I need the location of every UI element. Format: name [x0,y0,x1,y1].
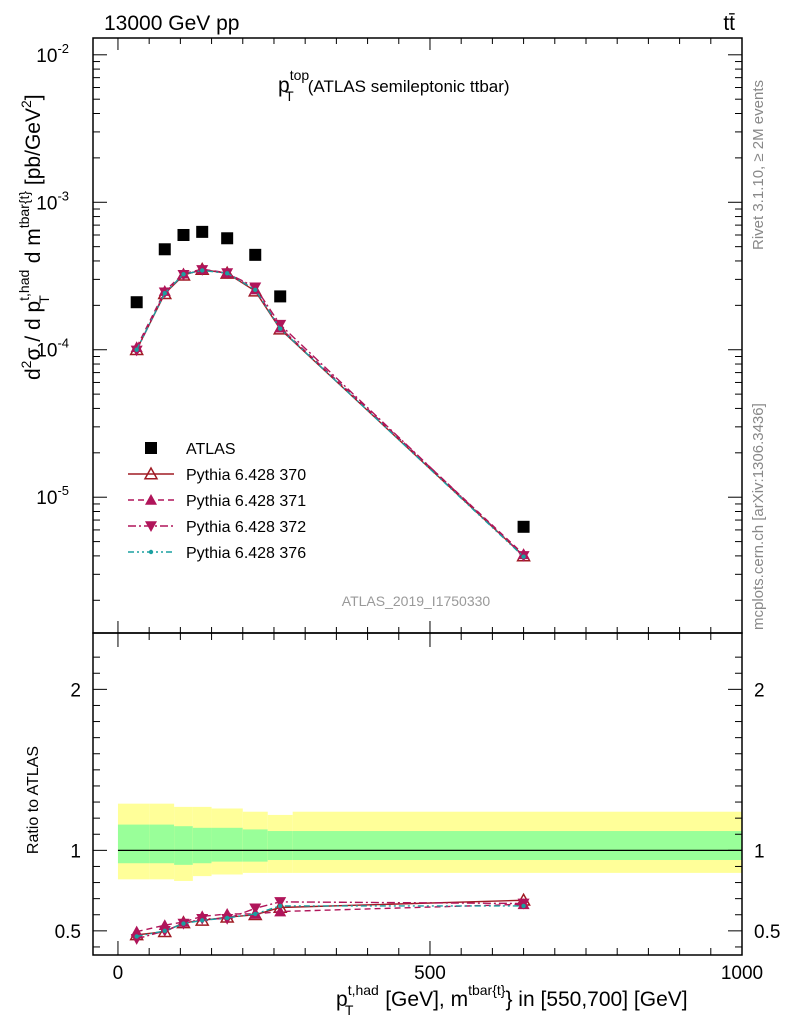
legend-label: Pythia 6.428 372 [186,519,306,536]
mc-point-4 [162,290,167,296]
legend-marker [143,466,159,480]
legend-label: Pythia 6.428 371 [186,493,306,510]
data-point [249,248,262,261]
ratio-point-3 [200,918,205,923]
ratio-line-2 [136,901,524,940]
legend-marker [145,442,157,454]
ratio-point-3 [278,903,283,909]
legend-marker [148,549,154,555]
analysis-label: ATLAS_2019_I1750330 [342,593,491,609]
mc-point-4 [200,268,205,273]
uncertainty-band-green [211,827,243,862]
series-line-4 [136,269,525,558]
ratio-axes: 0.5 0.5 1 1 2 2 0 500 1000 [55,632,780,984]
data-point [196,225,209,238]
ratio-point-3 [521,903,526,909]
uncertainty-band-green [149,824,175,864]
ratio-point-3 [253,911,258,917]
ratio-point-1 [274,905,287,917]
mc-point-4 [521,554,526,559]
ratio-point-3 [162,928,167,934]
uncertainty-band-green [117,824,150,864]
data-point [517,520,530,533]
ratio-point-3 [224,915,230,921]
ratio-line-1 [136,903,524,933]
rivet-label: Rivet 3.1.10, ≥ 2M events [750,80,767,250]
legend: ATLAS Pythia 6.428 370 Pythia 6.428 371 Pyt… [128,441,306,562]
x-tick-label: 0 [113,963,124,984]
legend-label: Pythia 6.428 376 [186,545,306,562]
uncertainty-band-green [267,831,293,861]
ratio-y-tick-label: 0.5 [55,922,81,943]
ratio-y-axis-label: Ratio to ATLAS [25,746,42,854]
x-tick-label: 1000 [721,963,763,984]
legend-label: ATLAS [186,441,236,458]
data-point [130,296,143,309]
uncertainty-band-green [292,831,742,861]
mc-point-4 [181,272,186,277]
ratio-y-tick-label: 1 [70,841,81,862]
uncertainty-band-green [242,829,268,862]
mc-point-3 [274,319,287,331]
ratio-frame [92,632,743,956]
y-tick-label: 10-2 [36,41,69,67]
x-tick-label: 500 [414,963,446,984]
series-line-1 [136,268,525,557]
ratio-point-2 [249,903,262,915]
mcplots-label: mcplots.cern.ch [arXiv:1306.3436] [750,403,767,630]
ratio-y-tick-label: 2 [70,680,81,701]
ratio-plot-area [117,803,742,881]
y-tick-label: 10-5 [36,483,69,509]
ratio-point-2 [130,934,143,945]
ratio-y-tick-label-right: 1 [754,841,765,862]
legend-label: Pythia 6.428 370 [186,467,306,484]
data-point [177,228,190,241]
y-tick-label: 10-3 [36,188,69,214]
data-point [274,290,287,303]
main-y-axis-label: d2σ / d pt,had T d mtbar{t} [pb/GeV2] [16,94,52,380]
main-series-group [129,225,531,562]
ratio-point-1 [130,925,143,937]
process-label: tt̄ [723,12,735,35]
legend-marker [145,521,157,532]
ratio-point-3 [181,921,186,926]
ratio-series-group [129,892,531,945]
ratio-point-3 [134,934,139,939]
plot-title: ptop T (ATLAS semileptonic ttbar) [278,67,510,104]
main-frame [92,37,743,634]
ratio-y-tick-label-right: 2 [754,680,765,701]
data-point [221,232,234,245]
series-line-3 [136,269,525,557]
ratio-point-2 [274,897,287,908]
mc-point-4 [224,271,230,276]
mc-point-4 [253,287,258,292]
energy-label: 13000 GeV pp [104,12,239,35]
legend-marker [145,494,157,505]
main-axes: 10-510-410-310-2 [36,37,743,634]
mc-point-4 [134,347,139,352]
mc-point-4 [278,326,283,331]
series-line-2 [136,268,525,555]
uncertainty-band-green [174,826,193,865]
ratio-line-3 [136,905,524,938]
ratio-y-tick-label-right: 0.5 [754,922,780,943]
uncertainty-band-green [192,827,212,864]
data-point [158,243,171,256]
x-axis-label: pt,had T [GeV], mtbar{t}} in [550,700] [G… [336,982,688,1018]
